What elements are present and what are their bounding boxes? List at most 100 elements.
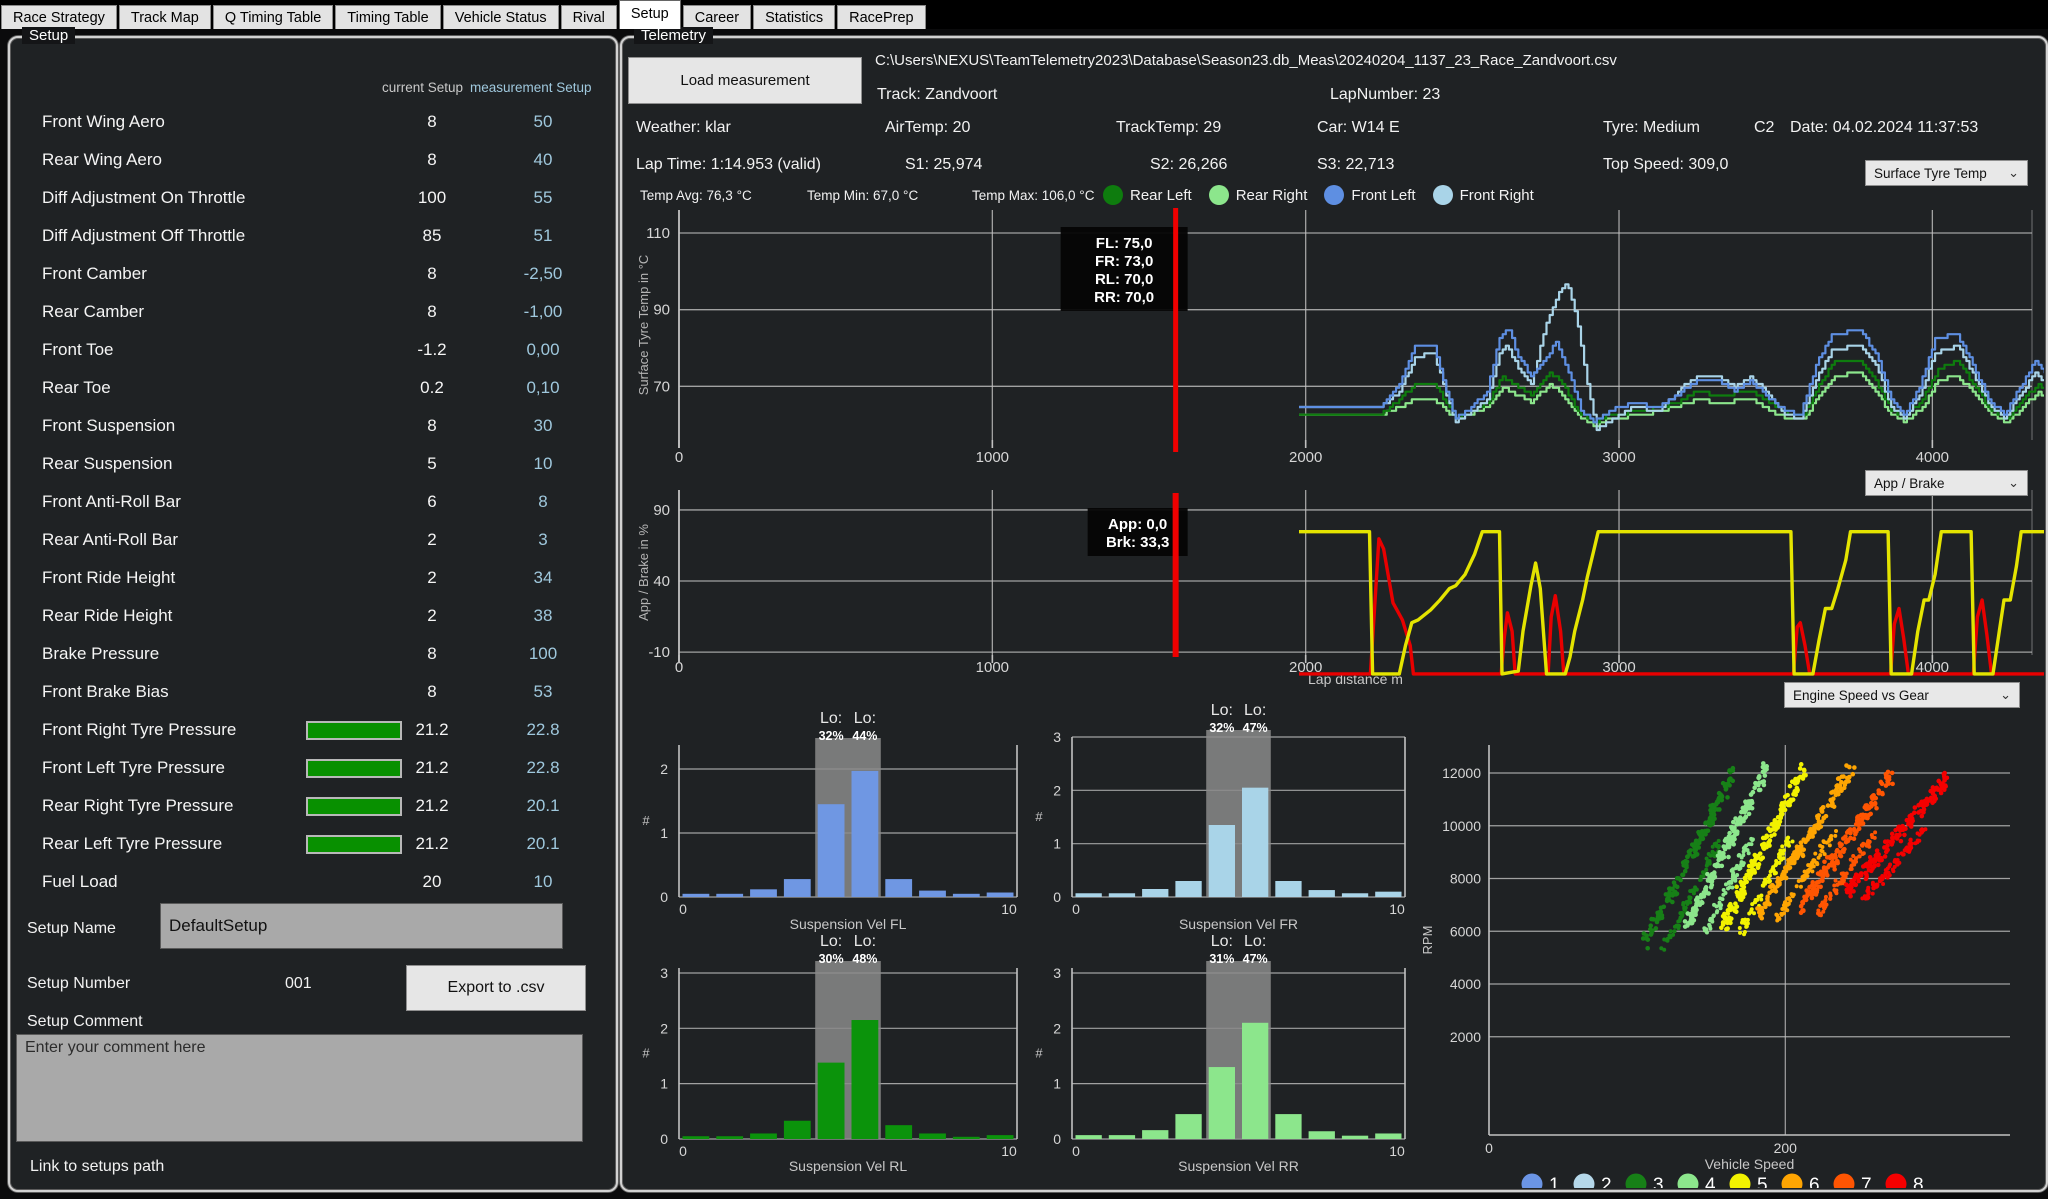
legend-color-dot-icon [1103,185,1123,205]
svg-text:4000: 4000 [1450,976,1481,992]
setup-number-value: 001 [285,975,312,992]
setup-row: Front Anti-Roll Bar 6 8 [8,490,614,520]
svg-text:0: 0 [1053,889,1061,905]
gear-legend-item-6 [1781,1173,1803,1188]
setup-row-label: Diff Adjustment On Throttle [42,188,246,207]
setup-row-current-value: 8 [427,150,437,169]
svg-text:Vehicle Speed: Vehicle Speed [1705,1156,1795,1172]
svg-text:3000: 3000 [1602,659,1635,676]
tab-rival[interactable]: Rival [560,5,617,29]
tab-q-timing-table[interactable]: Q Timing Table [212,5,334,29]
tab-career[interactable]: Career [682,5,752,29]
legend-label: Rear Left [1130,186,1192,204]
gear-legend-item-3 [1625,1173,1647,1188]
setup-rows: Front Wing Aero 8 50 Rear Wing Aero 8 40 Diff … [8,110,614,891]
setup-row-current-value: 21.2 [415,834,449,853]
series-rear-right [1299,371,2044,428]
svg-text:2000: 2000 [1289,449,1322,466]
setup-row-measurement-value: -1,00 [523,302,563,321]
gear-cluster-8 [1843,770,1950,901]
tab-raceprep[interactable]: RacePrep [837,5,926,29]
setup-row: Fuel Load 20 10 [8,870,614,900]
setup-row: Front Left Tyre Pressure 21.2 22.8 [8,756,614,786]
svg-text:1000: 1000 [976,659,1009,676]
setup-row: Front Wing Aero 8 50 [8,110,614,140]
temp-avg-label: Temp Avg: 76,3 °C [640,188,752,203]
setup-row-current-value: 8 [427,302,437,321]
svg-text:1: 1 [660,825,668,841]
tab-race-strategy[interactable]: Race Strategy [1,5,117,29]
series-brake [1299,537,2044,676]
setup-row-label: Rear Right Tyre Pressure [42,796,234,815]
setup-row-measurement-value: 10 [533,872,553,891]
svg-text:8000: 8000 [1450,871,1481,887]
setup-row-measurement-value: 22.8 [526,720,560,739]
svg-text:0: 0 [660,1131,668,1147]
legend-item-front-left: Front Left [1324,185,1416,205]
setup-row-label: Rear Wing Aero [42,150,162,169]
setup-row-label: Fuel Load [42,872,118,891]
svg-text:2000: 2000 [1450,1029,1481,1045]
svg-text:#: # [642,1046,650,1061]
setup-comment-input[interactable]: Enter your comment here [16,1034,583,1142]
svg-text:2: 2 [1601,1175,1612,1188]
svg-text:32%: 32% [1209,721,1234,735]
setup-row-current-value: 8 [427,264,437,283]
svg-text:Suspension Vel RR: Suspension Vel RR [1178,1158,1299,1174]
svg-text:10: 10 [1001,1143,1017,1159]
legend-label: Front Left [1351,186,1416,204]
svg-text:5: 5 [1757,1175,1768,1188]
setup-row-label: Rear Ride Height [42,606,173,625]
setup-row-measurement-value: 30 [533,416,553,435]
legend-item-rear-left: Rear Left [1103,185,1192,205]
setup-row-label: Front Camber [42,264,147,283]
svg-text:RPM: RPM [1420,926,1435,955]
svg-text:Suspension Vel FR: Suspension Vel FR [1179,916,1298,932]
setup-row: Rear Toe 0.2 0,10 [8,376,614,406]
svg-text:RR: 70,0: RR: 70,0 [1094,289,1154,306]
gear-legend-item-5 [1729,1173,1751,1188]
tab-setup[interactable]: Setup [618,0,681,29]
svg-text:32%: 32% [819,729,844,743]
chart1-type-selector[interactable]: Surface Tyre Temp ⌄ [1865,160,2028,186]
gear-cluster-3 [1640,765,1736,952]
tab-track-map[interactable]: Track Map [118,5,211,29]
legend-label: Front Right [1459,186,1534,204]
svg-text:-10: -10 [648,644,670,661]
setup-row-measurement-value: 22.8 [526,758,560,777]
svg-text:0: 0 [675,449,683,466]
setups-path-link[interactable]: Link to setups path [30,1158,165,1175]
setup-row-current-value: 20 [422,872,442,891]
chart3-type-selector[interactable]: Engine Speed vs Gear ⌄ [1784,682,2020,708]
setup-row-current-value: 8 [427,644,437,663]
setup-row: Brake Pressure 8 100 [8,642,614,672]
load-measurement-button[interactable]: Load measurement [628,57,862,104]
setup-row-current-value: 2 [427,606,437,625]
svg-text:Lo:: Lo: [854,933,876,950]
setup-row-label: Front Suspension [42,416,176,435]
setup-name-input[interactable] [160,903,563,949]
svg-text:1000: 1000 [976,449,1009,466]
column-header-measurement: measurement Setup [470,80,592,95]
setup-row-current-value: 8 [427,112,437,131]
tab-timing-table[interactable]: Timing Table [335,5,441,29]
svg-text:2: 2 [660,1020,668,1036]
series-app [1299,530,2044,676]
file-path: C:\Users\NEXUS\TeamTelemetry2023\Databas… [875,52,1617,69]
setup-row: Front Toe -1.2 0,00 [8,338,614,368]
tab-vehicle-status[interactable]: Vehicle Status [442,5,559,29]
chart2-type-selector[interactable]: App / Brake ⌄ [1865,470,2028,496]
svg-text:7: 7 [1861,1175,1872,1188]
setup-row: Rear Ride Height 2 38 [8,604,614,634]
svg-text:3: 3 [1653,1175,1664,1188]
setup-row-label: Front Ride Height [42,568,176,587]
setup-row: Front Right Tyre Pressure 21.2 22.8 [8,718,614,748]
tab-statistics[interactable]: Statistics [753,5,836,29]
export-csv-button[interactable]: Export to .csv [406,965,586,1011]
chart3-type-selector-label: Engine Speed vs Gear [1793,687,1929,703]
svg-text:10: 10 [1389,1143,1405,1159]
setup-row-current-value: 85 [422,226,442,245]
gear-cluster-6 [1755,763,1857,923]
setup-row-label: Diff Adjustment Off Throttle [42,226,246,245]
